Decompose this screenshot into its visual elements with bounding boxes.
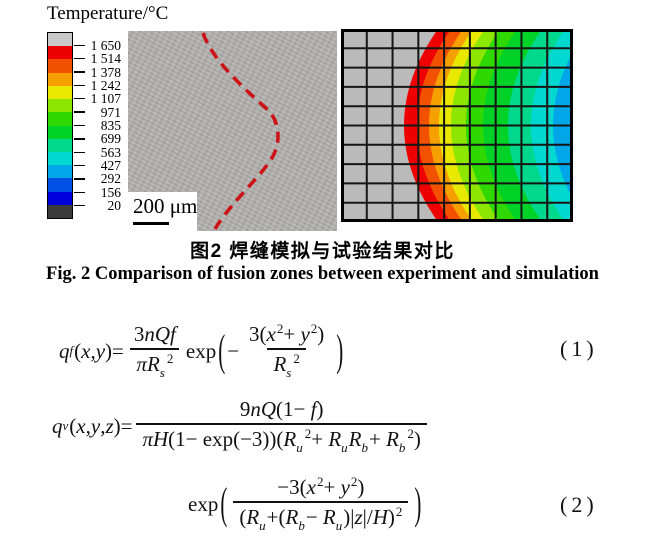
equation-2-line2: exp(−3(x2+ y2) (Ru+(Rb− Ru)|z|/H)2) [188, 474, 422, 534]
colorbar-tick-4 [74, 98, 85, 100]
scale-bar-line [133, 222, 169, 225]
colorbar-band-13 [48, 204, 72, 219]
colorbar-tick-label-5: 971 [100, 104, 121, 120]
colorbar-tick-1 [74, 58, 85, 60]
equation-2-number: (2) [560, 492, 598, 517]
fusion-line-svg [201, 32, 280, 230]
colorbar-band-6 [48, 112, 72, 126]
colorbar-tick-label-1: 1 514 [90, 51, 121, 67]
colorbar-tick-label-12: 20 [107, 198, 122, 214]
colorbar-band-5 [48, 99, 72, 113]
scale-bar-box: 200 μm [128, 192, 197, 231]
colorbar-tick-10 [74, 178, 85, 180]
colorbar-tick-label-2: 1 378 [90, 64, 121, 80]
fusion-boundary-dashed-line [201, 32, 280, 230]
legend-title: Temperature/°C [47, 3, 169, 24]
simulation-svg [341, 29, 605, 222]
colorbar-tick-label-11: 156 [100, 184, 121, 200]
colorbar-band-1 [48, 46, 72, 60]
colorbar-tick-12 [74, 204, 85, 207]
caption-english: Fig. 2 Comparison of fusion zones betwee… [46, 264, 599, 284]
colorbar-tick-label-6: 835 [100, 118, 121, 133]
colorbar-tick-2 [74, 71, 85, 73]
caption-chinese: 图2 焊缝模拟与试验结果对比 [190, 241, 455, 262]
equation-1: q f(x, y)= 3nQf πRs2 exp(− 3(x2+ y2) Rs2) [59, 321, 344, 381]
colorbar-tick-11 [74, 191, 85, 193]
simulation-contour-panel [341, 29, 605, 222]
colorbar-tick-label-0: 1 650 [90, 37, 121, 53]
colorbar-band-9 [48, 151, 72, 166]
colorbar-tick-9 [74, 164, 85, 167]
experiment-micrograph: 200 μm [128, 31, 337, 231]
colorbar-tick-8 [74, 151, 85, 153]
colorbar-tick-label-3: 1 242 [90, 77, 121, 93]
colorbar-ticks: 1 650 1 514 1 378 1 242 1 107 971 835 699 563 427… [47, 32, 125, 222]
colorbar-tick-6 [74, 124, 85, 127]
scale-bar-label: 200 μm [133, 194, 198, 218]
equation-1-number: (1) [560, 336, 598, 361]
colorbar-tick-7 [74, 138, 85, 140]
mesh-grid [341, 29, 573, 222]
colorbar-band-7 [48, 125, 72, 139]
colorbar-band-8 [48, 138, 72, 152]
colorbar-tick-3 [74, 84, 85, 87]
colorbar-tick-0 [74, 44, 85, 47]
colorbar-band-3 [48, 72, 72, 86]
colorbar-band-0 [48, 33, 72, 47]
colorbar-band-2 [48, 59, 72, 73]
colorbar-tick-5 [74, 111, 85, 113]
colorbar [47, 32, 73, 219]
equation-2-line1: q v(x, y, z)= 9nQ(1− f) πH(1− exp(−3))(Ru2… [52, 388, 431, 464]
colorbar-tick-label-4: 1 107 [90, 91, 121, 107]
colorbar-tick-label-10: 292 [100, 171, 121, 187]
colorbar-tick-label-7: 699 [100, 131, 121, 147]
colorbar-band-11 [48, 178, 72, 192]
colorbar-band-12 [48, 191, 72, 205]
colorbar-band-4 [48, 85, 72, 100]
colorbar-tick-label-9: 427 [100, 158, 121, 174]
colorbar-tick-label-8: 563 [100, 144, 121, 160]
colorbar-band-10 [48, 165, 72, 179]
